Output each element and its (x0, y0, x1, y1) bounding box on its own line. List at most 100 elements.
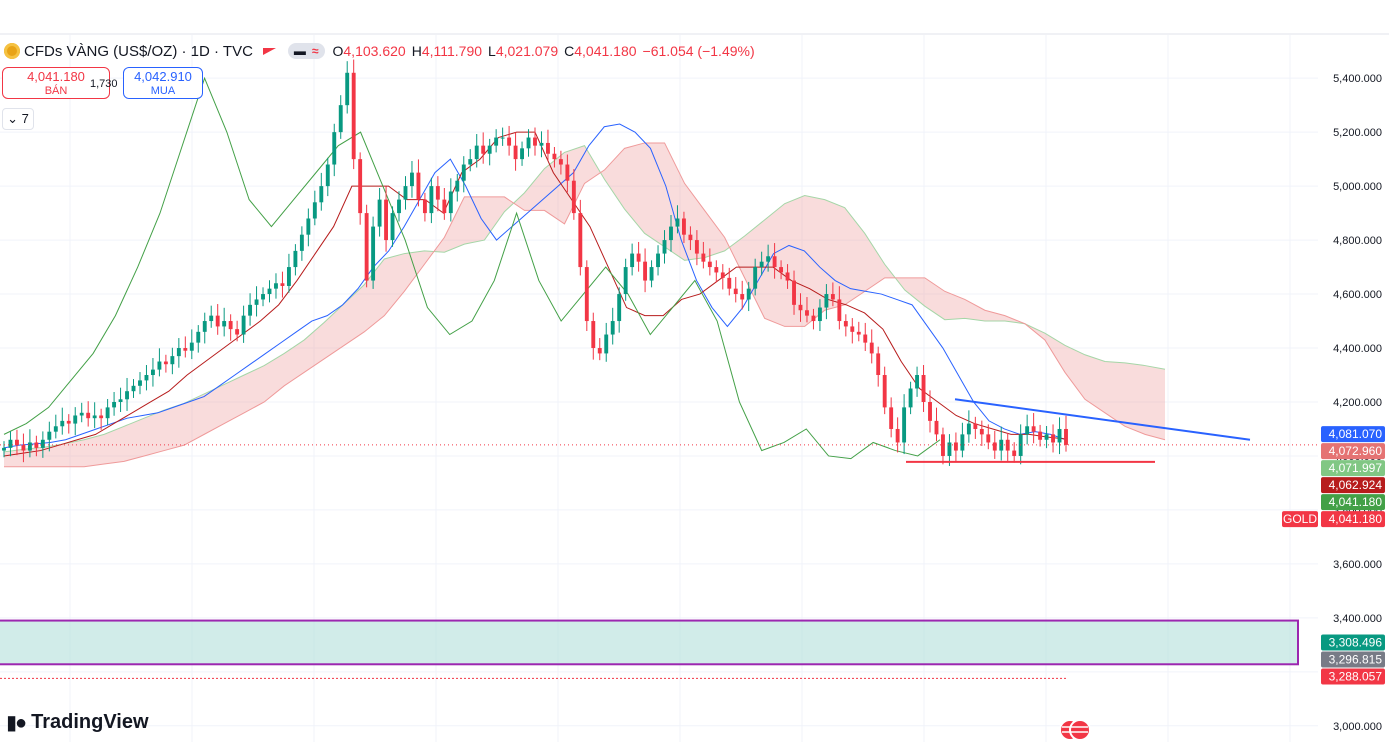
flag-icon[interactable] (262, 47, 276, 55)
candle-body (2, 447, 6, 451)
candle-body (986, 434, 991, 443)
price-tag-value: 4,041.180 (1329, 495, 1383, 509)
candle-body (248, 304, 253, 316)
close-value: 4,041.180 (574, 43, 637, 59)
demand-zone (0, 619, 1299, 666)
candle-body (261, 294, 265, 300)
buy-price: 4,042.910 (134, 69, 192, 84)
candle-body (539, 142, 544, 146)
sell-label: BÁN (44, 85, 68, 97)
candle-body (617, 294, 622, 322)
candle-body (40, 439, 45, 448)
symbol-title[interactable]: CFDs VÀNG (US$/OZ) · 1D · TVC (24, 42, 253, 60)
candle-body (286, 267, 291, 286)
candle-body (422, 199, 427, 214)
indicators-collapse-button[interactable]: ⌄ 7 (2, 108, 34, 130)
price-tick-label: 3,600.000 (1333, 559, 1382, 571)
candle-body (293, 250, 298, 268)
price-tag: 4,041.180 GOLD (1282, 511, 1385, 528)
candle-body (15, 439, 19, 446)
conversion-line (3, 123, 1067, 449)
candle-body (805, 310, 809, 316)
candle-body (384, 199, 389, 241)
candle-body (837, 299, 842, 322)
candle-body (196, 331, 201, 343)
candle-body (669, 226, 673, 241)
trendline-descending (954, 398, 1251, 441)
candle-body (86, 412, 91, 419)
candle-body (235, 329, 240, 335)
price-tick-label: 4,800.000 (1333, 235, 1382, 247)
candle-body (882, 375, 887, 408)
candle-body (351, 72, 356, 160)
candle-body (798, 304, 803, 311)
candle-body (733, 288, 738, 295)
candle-body (183, 348, 188, 351)
compare-wave-icon[interactable]: ≈ (311, 44, 319, 58)
price-tick-label: 5,000.000 (1333, 181, 1382, 193)
gold-coin-icon (4, 43, 20, 59)
candle-body (66, 420, 71, 424)
candle-body (636, 253, 641, 262)
economic-events-icon[interactable] (1058, 718, 1094, 742)
price-tag: 4,081.070 (1321, 426, 1385, 443)
candle-body (487, 145, 492, 154)
candle-body (675, 218, 680, 227)
candle-body (1012, 450, 1017, 456)
change-value: −61.054 (−1.49%) (642, 43, 755, 59)
candle-body (727, 277, 732, 289)
open-label: O (332, 43, 344, 59)
candle-body (358, 159, 363, 214)
candle-body (228, 321, 233, 330)
candle-body (979, 428, 984, 435)
candle-body (649, 267, 654, 281)
candle-body (92, 415, 97, 419)
candle-body (850, 326, 855, 332)
candle-body (163, 361, 168, 365)
sell-button[interactable]: 4,041.180 BÁN (2, 67, 110, 99)
tradingview-logo[interactable]: ▮● TradingView (6, 710, 149, 735)
candle-body (908, 388, 913, 408)
buy-label: MUA (150, 85, 176, 97)
candle-body (176, 348, 181, 357)
candle-body (915, 375, 920, 389)
candle-body (876, 353, 881, 376)
cloud-fill (4, 142, 1165, 467)
drawings[interactable] (0, 398, 1318, 679)
candle-body (254, 299, 259, 305)
dash-icon[interactable]: ▬ (293, 44, 306, 58)
candle-body (474, 145, 479, 160)
candle-body (99, 415, 104, 419)
candle-body (494, 137, 499, 146)
candle-body (546, 142, 550, 154)
candle-body (144, 375, 149, 381)
candle-body (435, 186, 440, 200)
candle-body (21, 445, 26, 451)
candle-body (500, 137, 505, 139)
candle-body (811, 315, 816, 322)
candle-body (131, 385, 136, 392)
candle-body (610, 321, 615, 335)
candle-body (215, 315, 220, 327)
candle-body (681, 218, 686, 235)
candle-body (921, 375, 926, 402)
candle-body (403, 186, 408, 200)
price-tick-label: 5,200.000 (1333, 127, 1382, 139)
candle-body (643, 261, 648, 281)
price-tag-value: 4,072.960 (1329, 444, 1383, 458)
legend-header: CFDs VÀNG (US$/OZ) · 1D · TVC ▬ ≈ O 4,10… (0, 40, 761, 62)
price-tick-label: 3,000.000 (1333, 721, 1382, 733)
price-tag-value: 3,296.815 (1329, 653, 1383, 667)
buy-button[interactable]: 4,042.910 MUA (123, 67, 203, 99)
price-axis[interactable]: 3,000.0003,200.0003,400.0003,600.0003,80… (1333, 73, 1382, 733)
candle-body (856, 331, 861, 335)
price-tag-value: 3,288.057 (1329, 670, 1383, 684)
legend-controls[interactable]: ▬ ≈ (287, 43, 325, 59)
candle-body (552, 153, 557, 160)
candle-body (209, 315, 214, 322)
candle-body (953, 442, 958, 451)
candle-body (1051, 434, 1055, 443)
candle-body (118, 399, 123, 402)
candle-body (662, 240, 667, 254)
